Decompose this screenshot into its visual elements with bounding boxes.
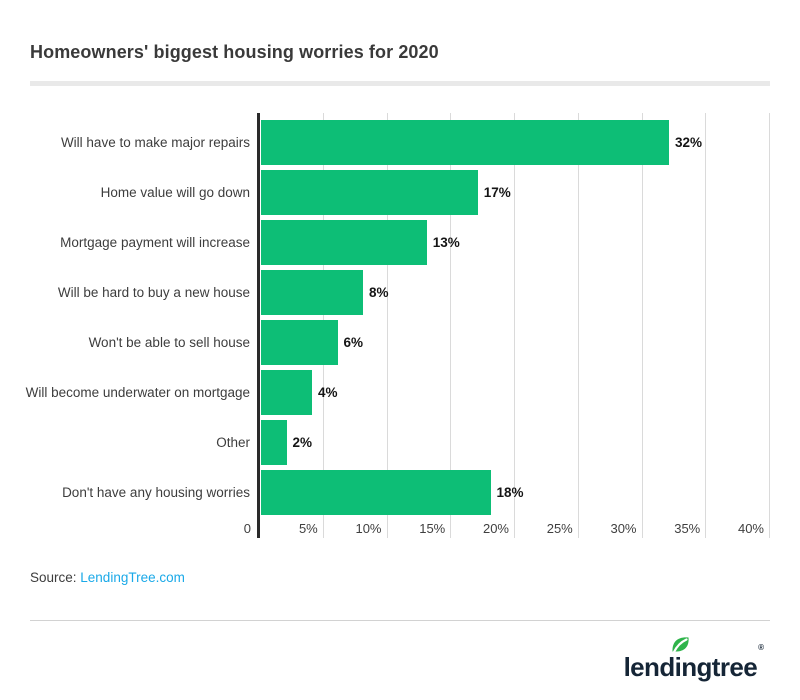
x-axis-tick-label: 10% [355, 521, 382, 536]
category-label: Will become underwater on mortgage [25, 384, 250, 400]
x-axis-tick-label: 40% [737, 521, 764, 536]
source-link[interactable]: LendingTree.com [80, 570, 185, 585]
bar-value-label: 2% [292, 435, 313, 450]
category-label: Don't have any housing worries [62, 484, 250, 500]
x-axis-tick-label: 0 [243, 521, 251, 536]
gridline [386, 113, 388, 538]
registered-trademark: ® [758, 643, 764, 652]
logo-wordmark: lendingtree [623, 652, 758, 682]
bar [261, 120, 669, 165]
gridline [514, 113, 515, 538]
x-axis-tick-label: 25% [546, 521, 573, 536]
bar [261, 220, 427, 265]
gridline [577, 113, 579, 538]
bar-value-label: 4% [318, 385, 338, 400]
category-label: Will have to make major repairs [60, 134, 250, 150]
x-axis-tick-label: 35% [674, 521, 701, 536]
x-axis-tick-label: 30% [610, 521, 637, 536]
lendingtree-logo: lendingtree® [623, 635, 764, 688]
category-label: Won't be able to sell house [88, 334, 250, 350]
x-axis-tick-label: 5% [298, 521, 318, 536]
gridline [769, 113, 770, 538]
bar [261, 320, 338, 365]
source-line: Source: LendingTree.com [30, 570, 185, 585]
leaf-vein [672, 638, 688, 654]
bar-value-label: 6% [343, 335, 364, 350]
title-divider [30, 81, 770, 86]
x-axis-tick-label: 15% [419, 521, 446, 536]
gridline [450, 113, 452, 538]
gridline [641, 113, 643, 538]
bar [261, 470, 491, 515]
x-axis-tick-label: 20% [482, 521, 509, 536]
bar [261, 270, 363, 315]
bar [261, 420, 287, 465]
bar-value-label: 32% [675, 135, 703, 150]
category-label: Will be hard to buy a new house [57, 284, 250, 300]
bar [261, 170, 478, 215]
bar [261, 370, 312, 415]
gridline [705, 113, 707, 538]
bar-value-label: 13% [432, 235, 460, 250]
source-label: Source: [30, 570, 81, 585]
bar-value-label: 8% [369, 285, 389, 300]
footer-divider [30, 620, 770, 621]
bar-value-label: 17% [483, 185, 511, 200]
category-label: Home value will go down [100, 184, 250, 200]
bar-value-label: 18% [496, 485, 524, 500]
bar-chart: Will have to make major repairs 32% Home v… [25, 113, 770, 538]
leaf-icon [670, 635, 691, 654]
category-label: Mortgage payment will increase [60, 234, 250, 250]
category-label: Other [216, 434, 250, 450]
page-title: Homeowners' biggest housing worries for … [30, 42, 439, 62]
y-axis-line [257, 113, 260, 538]
